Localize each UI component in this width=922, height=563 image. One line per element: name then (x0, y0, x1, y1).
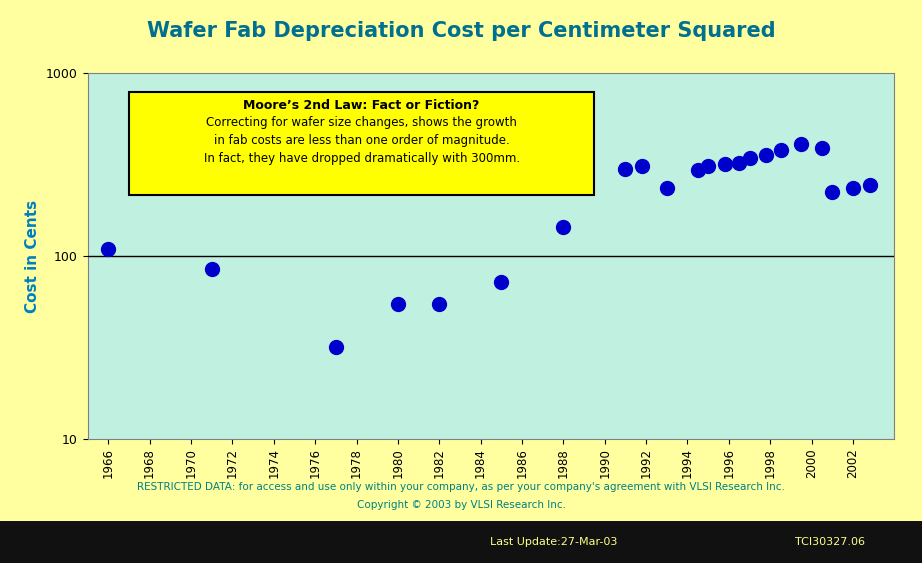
Point (328, 342, 343, 351)
Point (732, 158, 747, 167)
Point (717, 159, 732, 168)
Point (794, 140, 809, 149)
Point (618, 164, 632, 173)
Point (659, 184, 674, 193)
Point (391, 299, 406, 308)
Point (431, 299, 446, 308)
Point (862, 181, 877, 190)
Text: RESTRICTED DATA: for access and use only within your company, as per your compan: RESTRICTED DATA: for access and use only… (137, 482, 785, 492)
Point (205, 265, 219, 274)
Point (634, 162, 649, 171)
Text: Correcting for wafer size changes, shows the growth
in fab costs are less than o: Correcting for wafer size changes, shows… (204, 115, 520, 164)
Point (100, 244, 115, 253)
Text: Copyright © 2003 by VLSI Research Inc.: Copyright © 2003 by VLSI Research Inc. (357, 500, 565, 510)
Point (742, 153, 757, 162)
Point (814, 144, 829, 153)
Text: Moore’s 2nd Law: Fact or Fiction?: Moore’s 2nd Law: Fact or Fiction? (243, 99, 479, 112)
Point (494, 278, 509, 287)
Text: TCI30327.06: TCI30327.06 (795, 537, 865, 547)
Text: Wafer Fab Depreciation Cost per Centimeter Squared: Wafer Fab Depreciation Cost per Centimet… (147, 21, 775, 41)
Point (691, 166, 705, 175)
Point (825, 187, 840, 196)
Y-axis label: Cost in Cents: Cost in Cents (26, 200, 41, 312)
Point (701, 162, 715, 171)
Point (759, 151, 774, 160)
Point (556, 222, 571, 231)
Point (845, 184, 860, 193)
Point (774, 146, 788, 155)
Text: Last Update:27-Mar-03: Last Update:27-Mar-03 (490, 537, 617, 547)
